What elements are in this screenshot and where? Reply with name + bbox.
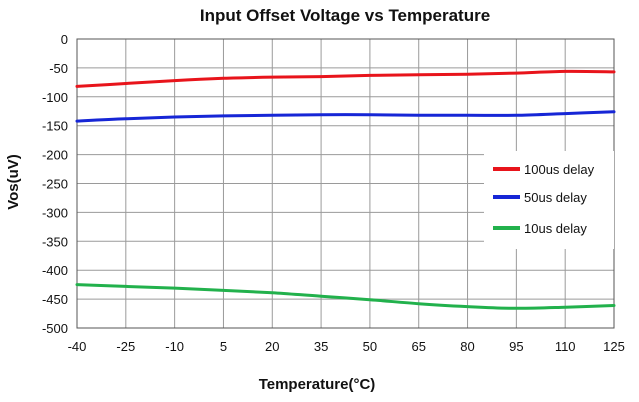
- x-axis-ticks: -40 -25 -10 5 20 35 50 65 80 95 110 125: [68, 339, 625, 354]
- y-axis-ticks: 0 -50 -100 -150 -200 -250 -300 -350 -400 -450 -500: [42, 32, 68, 336]
- series-line-10us-delay: [75, 283, 616, 310]
- y-tick-label: 0: [61, 32, 68, 47]
- x-tick-label: 110: [555, 339, 576, 354]
- x-tick-label: 35: [314, 339, 328, 354]
- chart-title: Input Offset Voltage vs Temperature: [200, 6, 490, 25]
- y-tick-label: -150: [42, 119, 68, 134]
- y-tick-label: -400: [42, 263, 68, 278]
- legend-label: 10us delay: [524, 221, 587, 236]
- x-tick-label: 5: [220, 339, 227, 354]
- y-tick-label: -350: [42, 234, 68, 249]
- series-lines: [75, 69, 616, 310]
- x-tick-label: 125: [603, 339, 625, 354]
- y-tick-label: -500: [42, 321, 68, 336]
- y-tick-label: -50: [49, 61, 68, 76]
- y-axis-label: Vos(uV): [5, 154, 22, 210]
- series-line-50us-delay: [75, 110, 616, 123]
- y-tick-label: -300: [42, 205, 68, 220]
- y-tick-label: -450: [42, 292, 68, 307]
- y-tick-label: -100: [42, 90, 68, 105]
- x-tick-label: -40: [68, 339, 87, 354]
- y-tick-label: -200: [42, 148, 68, 163]
- x-tick-label: 95: [509, 339, 523, 354]
- x-tick-label: 20: [265, 339, 279, 354]
- y-tick-label: -250: [42, 177, 68, 192]
- x-tick-label: -25: [116, 339, 135, 354]
- series-line-100us-delay: [75, 69, 616, 88]
- x-tick-label: -10: [165, 339, 184, 354]
- x-tick-label: 80: [460, 339, 474, 354]
- x-axis-label: Temperature(°C): [259, 376, 376, 393]
- legend-label: 100us delay: [524, 162, 595, 177]
- legend-label: 50us delay: [524, 190, 587, 205]
- x-tick-label: 65: [411, 339, 425, 354]
- legend: 100us delay 50us delay 10us delay: [484, 151, 614, 249]
- x-tick-label: 50: [363, 339, 377, 354]
